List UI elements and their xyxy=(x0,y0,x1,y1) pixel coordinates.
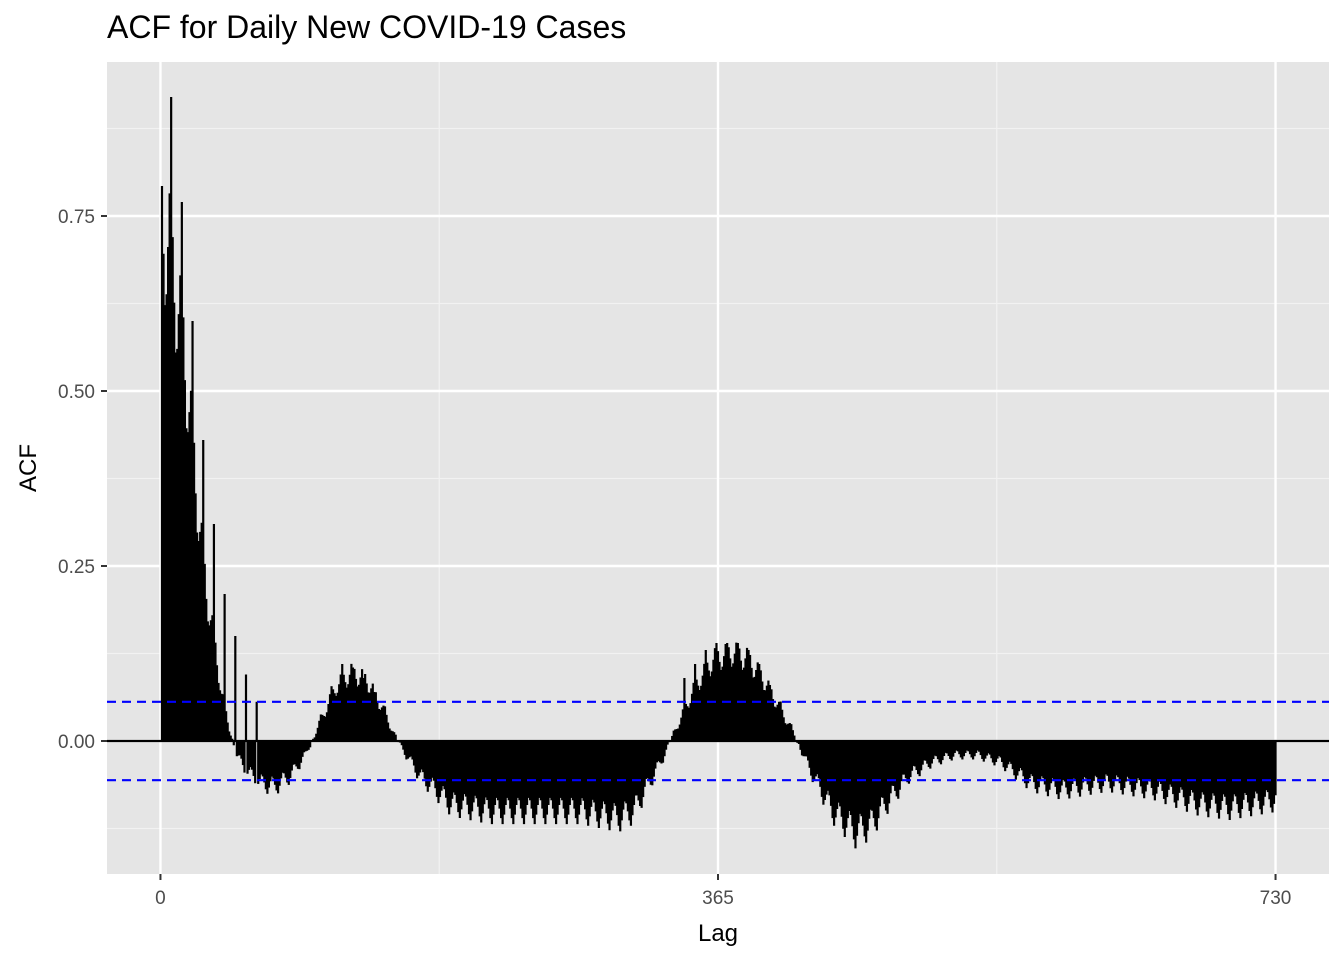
y-axis: 0.00 0.25 0.50 0.75 xyxy=(58,207,107,753)
y-axis-title: ACF xyxy=(15,444,42,492)
confidence-bounds xyxy=(107,700,1329,782)
chart-title: ACF for Daily New COVID-19 Cases xyxy=(107,9,627,45)
y-tick-label: 0.00 xyxy=(58,732,95,753)
x-axis: 0 365 730 xyxy=(155,874,1291,909)
y-tick-label: 0.25 xyxy=(58,557,95,578)
acf-bars xyxy=(160,97,1277,849)
x-axis-title: Lag xyxy=(698,920,738,947)
x-tick-label: 0 xyxy=(155,888,166,909)
x-tick-label: 365 xyxy=(702,888,734,909)
y-tick-label: 0.50 xyxy=(58,382,95,403)
y-tick-label: 0.75 xyxy=(58,207,95,228)
x-tick-label: 730 xyxy=(1260,888,1292,909)
